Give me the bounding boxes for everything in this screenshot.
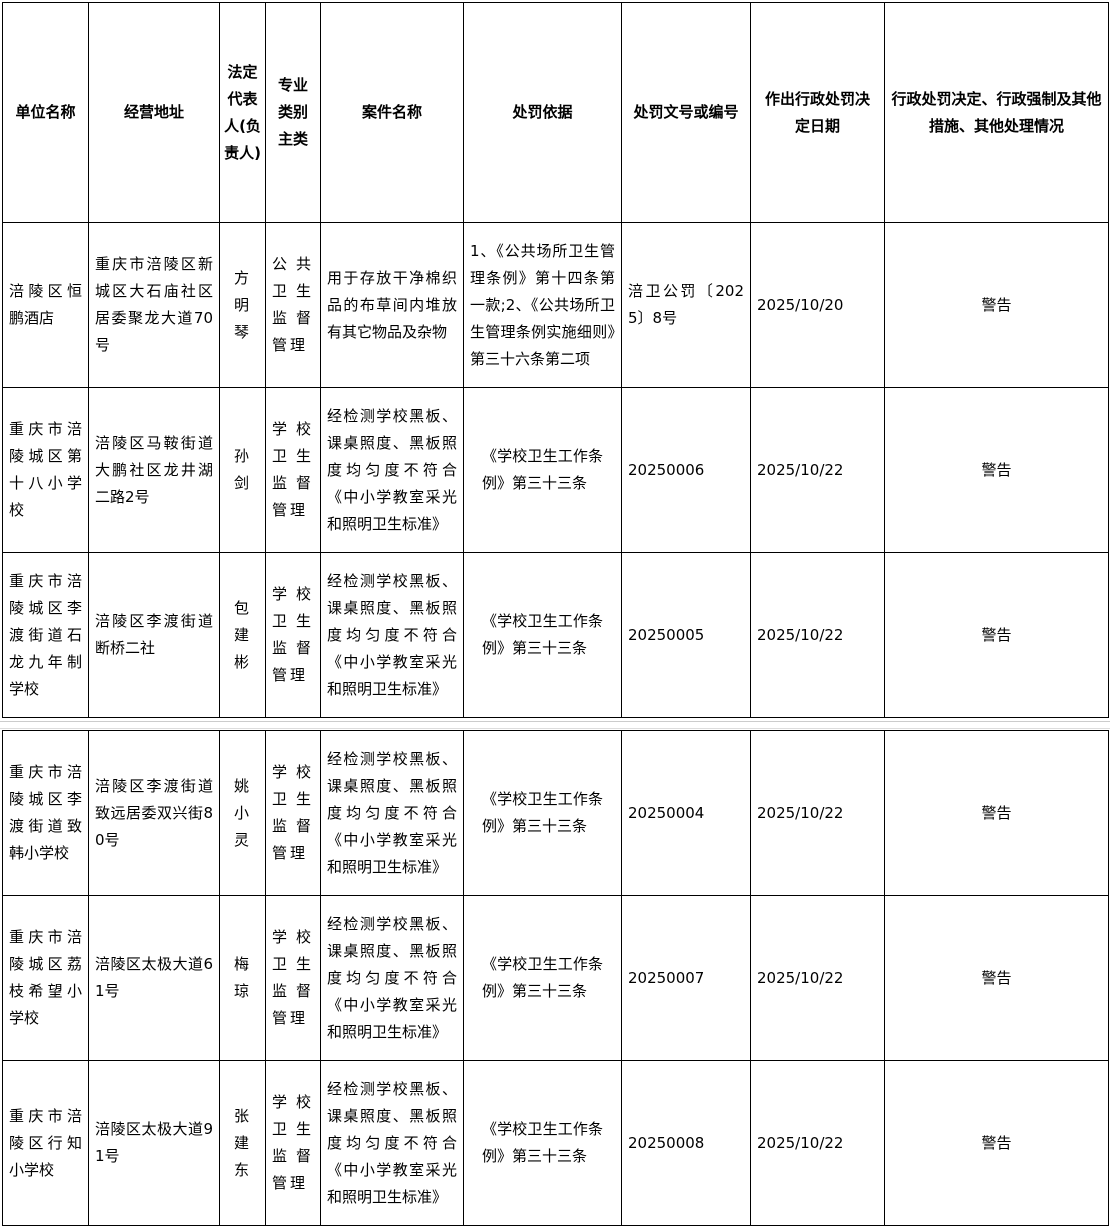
cell-address: 涪陵区李渡街道断桥二社 <box>88 552 220 718</box>
cell-category: 学校卫生监督管理 <box>265 1060 321 1226</box>
cell-legal-rep: 方明琴 <box>219 222 266 388</box>
table-row: 重庆市涪陵城区第十八小学校 涪陵区马鞍街道大鹏社区龙井湖二路2号 孙剑 学校卫生监督管… <box>2 387 1109 553</box>
cell-doc-number: 20250004 <box>621 730 751 896</box>
cell-result: 警告 <box>884 387 1109 553</box>
header-case-name: 案件名称 <box>320 2 464 223</box>
cell-result: 警告 <box>884 222 1109 388</box>
cell-legal-rep: 孙剑 <box>219 387 266 553</box>
cell-result: 警告 <box>884 895 1109 1061</box>
cell-doc-number: 20250005 <box>621 552 751 718</box>
header-legal-rep: 法定代表人(负责人) <box>219 2 266 223</box>
header-row: 单位名称 经营地址 法定代表人(负责人) 专业类别主类 案件名称 处罚依据 处罚… <box>2 2 1109 223</box>
cell-date: 2025/10/22 <box>750 895 885 1061</box>
cell-case-name: 经检测学校黑板、课桌照度、黑板照度均匀度不符合《中小学教室采光和照明卫生标准》 <box>320 552 464 718</box>
cell-unit-name: 重庆市涪陵城区荔枝希望小学校 <box>2 895 89 1061</box>
cell-basis: 《学校卫生工作条例》第三十三条 <box>463 730 622 896</box>
cell-unit-name: 涪陵区恒鹏酒店 <box>2 222 89 388</box>
cell-basis: 《学校卫生工作条例》第三十三条 <box>463 895 622 1061</box>
cell-category: 学校卫生监督管理 <box>265 387 321 553</box>
cell-legal-rep: 包建彬 <box>219 552 266 718</box>
penalty-table-part-1: 单位名称 经营地址 法定代表人(负责人) 专业类别主类 案件名称 处罚依据 处罚… <box>2 2 1109 718</box>
cell-address: 涪陵区太极大道91号 <box>88 1060 220 1226</box>
cell-legal-rep: 张建东 <box>219 1060 266 1226</box>
cell-address: 涪陵区李渡街道致远居委双兴街80号 <box>88 730 220 896</box>
cell-basis: 1、《公共场所卫生管理条例》第十四条第一款;2、《公共场所卫生管理条例实施细则》… <box>463 222 622 388</box>
cell-doc-number: 涪卫公罚〔2025〕8号 <box>621 222 751 388</box>
table-row: 重庆市涪陵城区李渡街道致韩小学校 涪陵区李渡街道致远居委双兴街80号 姚小灵 学校卫生… <box>2 730 1109 896</box>
cell-address: 涪陵区太极大道61号 <box>88 895 220 1061</box>
cell-unit-name: 重庆市涪陵城区第十八小学校 <box>2 387 89 553</box>
cell-doc-number: 20250007 <box>621 895 751 1061</box>
cell-result: 警告 <box>884 552 1109 718</box>
header-result: 行政处罚决定、行政强制及其他措施、其他处理情况 <box>884 2 1109 223</box>
cell-case-name: 经检测学校黑板、课桌照度、黑板照度均匀度不符合《中小学教室采光和照明卫生标准》 <box>320 895 464 1061</box>
cell-case-name: 用于存放干净棉织品的布草间内堆放有其它物品及杂物 <box>320 222 464 388</box>
cell-case-name: 经检测学校黑板、课桌照度、黑板照度均匀度不符合《中小学教室采光和照明卫生标准》 <box>320 1060 464 1226</box>
cell-case-name: 经检测学校黑板、课桌照度、黑板照度均匀度不符合《中小学教室采光和照明卫生标准》 <box>320 387 464 553</box>
cell-date: 2025/10/22 <box>750 1060 885 1226</box>
header-date: 作出行政处罚决定日期 <box>750 2 885 223</box>
cell-unit-name: 重庆市涪陵区行知小学校 <box>2 1060 89 1226</box>
cell-category: 学校卫生监督管理 <box>265 895 321 1061</box>
cell-doc-number: 20250008 <box>621 1060 751 1226</box>
cell-date: 2025/10/20 <box>750 222 885 388</box>
table-row: 重庆市涪陵区行知小学校 涪陵区太极大道91号 张建东 学校卫生监督管理 经检测学校黑板、… <box>2 1060 1109 1226</box>
cell-address: 重庆市涪陵区新城区大石庙社区居委聚龙大道70号 <box>88 222 220 388</box>
cell-address: 涪陵区马鞍街道大鹏社区龙井湖二路2号 <box>88 387 220 553</box>
table-row: 涪陵区恒鹏酒店 重庆市涪陵区新城区大石庙社区居委聚龙大道70号 方明琴 公共卫生监督管… <box>2 222 1109 388</box>
header-basis: 处罚依据 <box>463 2 622 223</box>
page-break <box>0 721 1110 729</box>
table-row: 重庆市涪陵城区荔枝希望小学校 涪陵区太极大道61号 梅琼 学校卫生监督管理 经检测学校黑… <box>2 895 1109 1061</box>
cell-result: 警告 <box>884 730 1109 896</box>
cell-doc-number: 20250006 <box>621 387 751 553</box>
header-address: 经营地址 <box>88 2 220 223</box>
cell-category: 学校卫生监督管理 <box>265 552 321 718</box>
cell-date: 2025/10/22 <box>750 552 885 718</box>
table-row: 重庆市涪陵城区李渡街道石龙九年制学校 涪陵区李渡街道断桥二社 包建彬 学校卫生监督管理… <box>2 552 1109 718</box>
cell-case-name: 经检测学校黑板、课桌照度、黑板照度均匀度不符合《中小学教室采光和照明卫生标准》 <box>320 730 464 896</box>
header-category: 专业类别主类 <box>265 2 321 223</box>
cell-date: 2025/10/22 <box>750 730 885 896</box>
cell-legal-rep: 梅琼 <box>219 895 266 1061</box>
cell-basis: 《学校卫生工作条例》第三十三条 <box>463 387 622 553</box>
penalty-table-part-2: 重庆市涪陵城区李渡街道致韩小学校 涪陵区李渡街道致远居委双兴街80号 姚小灵 学校卫生… <box>2 730 1109 1226</box>
header-doc-number: 处罚文号或编号 <box>621 2 751 223</box>
cell-category: 学校卫生监督管理 <box>265 730 321 896</box>
cell-category: 公共卫生监督管理 <box>265 222 321 388</box>
cell-unit-name: 重庆市涪陵城区李渡街道石龙九年制学校 <box>2 552 89 718</box>
cell-result: 警告 <box>884 1060 1109 1226</box>
cell-date: 2025/10/22 <box>750 387 885 553</box>
cell-unit-name: 重庆市涪陵城区李渡街道致韩小学校 <box>2 730 89 896</box>
cell-legal-rep: 姚小灵 <box>219 730 266 896</box>
cell-basis: 《学校卫生工作条例》第三十三条 <box>463 552 622 718</box>
cell-basis: 《学校卫生工作条例》第三十三条 <box>463 1060 622 1226</box>
header-unit-name: 单位名称 <box>2 2 89 223</box>
